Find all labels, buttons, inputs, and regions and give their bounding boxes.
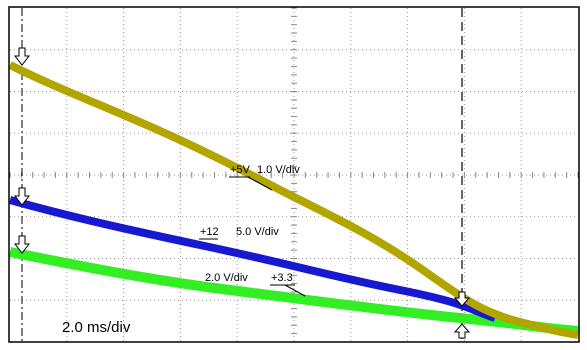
trace-ch2	[8, 196, 497, 322]
channel-offset: +12	[200, 226, 219, 238]
channel-offset: +5V	[230, 164, 251, 176]
marker	[13, 235, 31, 254]
channel-offset: +3.3	[271, 272, 293, 284]
trace-ch1	[8, 61, 579, 339]
channel-scale: 5.0 V/div	[236, 226, 279, 238]
marker	[13, 187, 31, 206]
leader-line	[284, 284, 306, 297]
channel-scale: 2.0 V/div	[205, 272, 248, 284]
leader-line	[247, 176, 273, 191]
marker	[13, 47, 31, 66]
channel-scale: 1.0 V/div	[257, 164, 300, 176]
screen-border	[8, 6, 580, 343]
ground-markers	[13, 47, 471, 339]
marker	[453, 291, 471, 307]
marker	[453, 323, 471, 339]
timebase-label: 2.0 ms/div	[62, 319, 131, 336]
